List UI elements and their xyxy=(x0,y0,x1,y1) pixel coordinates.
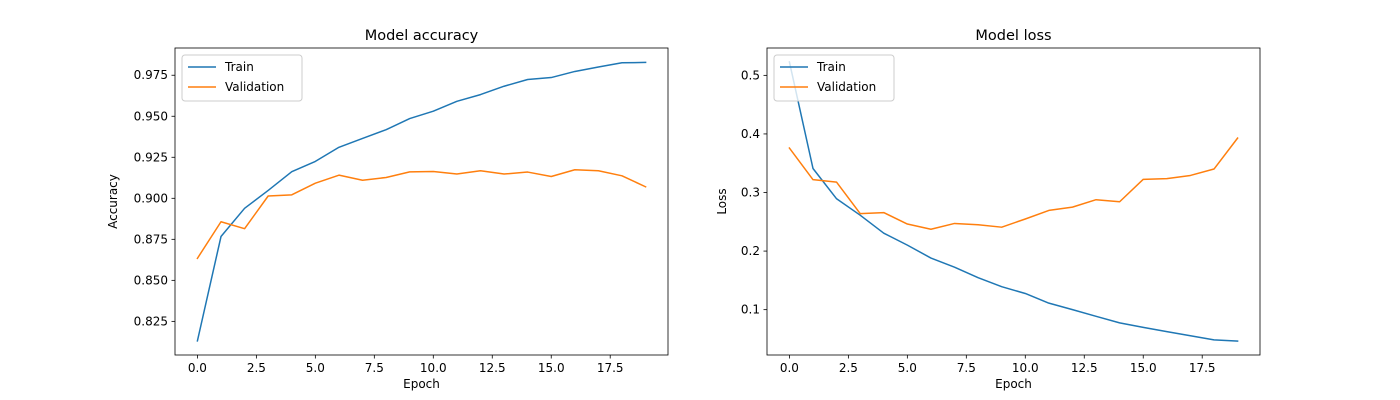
accuracy-x-tick-label: 2.5 xyxy=(247,361,266,375)
loss-chart: 0.0 2.5 5.0 7.5 10.0 12.5 15.0 17.5 0.1 0.2 0.3 0.4… xyxy=(715,28,1261,391)
accuracy-x-tick-label: 17.5 xyxy=(597,361,624,375)
accuracy-chart-title: Model accuracy xyxy=(365,28,479,44)
accuracy-x-tick-label: 15.0 xyxy=(538,361,565,375)
loss-x-tick-label: 5.0 xyxy=(898,361,917,375)
accuracy-y-tick-label: 0.925 xyxy=(134,150,168,164)
accuracy-x-tick-label: 0.0 xyxy=(188,361,207,375)
loss-y-tick-label: 0.4 xyxy=(741,127,760,141)
accuracy-x-tick-label: 10.0 xyxy=(420,361,447,375)
loss-legend: Train Validation xyxy=(773,54,895,102)
loss-x-tick-label: 0.0 xyxy=(780,361,799,375)
accuracy-x-axis-label: Epoch xyxy=(403,377,440,391)
accuracy-y-tick-label: 0.950 xyxy=(134,109,168,123)
loss-validation-line xyxy=(788,137,1239,230)
accuracy-x-tick-label: 12.5 xyxy=(479,361,506,375)
accuracy-y-tick-label: 0.875 xyxy=(134,232,168,246)
loss-chart-title: Model loss xyxy=(975,28,1051,44)
accuracy-chart: 0.0 2.5 5.0 7.5 10.0 12.5 15.0 17.5 0.825 0.850 0.… xyxy=(106,28,669,391)
accuracy-axes-frame xyxy=(174,47,669,356)
loss-y-axis-label: Loss xyxy=(715,188,729,214)
loss-train-line xyxy=(788,61,1239,342)
accuracy-series-group xyxy=(196,61,647,342)
accuracy-train-line xyxy=(196,61,647,342)
loss-x-tick-label: 10.0 xyxy=(1012,361,1039,375)
accuracy-x-tick-label: 7.5 xyxy=(365,361,384,375)
loss-series-group xyxy=(788,61,1239,342)
loss-x-tick-label: 2.5 xyxy=(839,361,858,375)
loss-y-tick-label: 0.5 xyxy=(741,68,760,82)
loss-y-tick-label: 0.2 xyxy=(741,244,760,258)
accuracy-y-axis-label: Accuracy xyxy=(106,174,120,229)
loss-x-tick-label: 7.5 xyxy=(957,361,976,375)
loss-y-tick-label: 0.3 xyxy=(741,186,760,200)
accuracy-y-tick-label: 0.850 xyxy=(134,273,168,287)
accuracy-legend: Train Validation xyxy=(181,54,303,102)
loss-legend-train-label: Train xyxy=(816,60,846,74)
loss-x-axis-label: Epoch xyxy=(995,377,1032,391)
loss-axes-frame xyxy=(766,47,1261,356)
accuracy-legend-train-label: Train xyxy=(224,60,254,74)
accuracy-y-tick-label: 0.975 xyxy=(134,68,168,82)
accuracy-y-tick-label: 0.825 xyxy=(134,314,168,328)
accuracy-validation-line xyxy=(196,169,647,260)
accuracy-y-tick-label: 0.900 xyxy=(134,191,168,205)
accuracy-x-tick-label: 5.0 xyxy=(306,361,325,375)
loss-x-tick-label: 17.5 xyxy=(1189,361,1216,375)
loss-x-tick-label: 15.0 xyxy=(1130,361,1157,375)
loss-legend-validation-label: Validation xyxy=(817,80,876,94)
loss-y-tick-label: 0.1 xyxy=(741,303,760,317)
loss-x-tick-label: 12.5 xyxy=(1071,361,1098,375)
accuracy-legend-validation-label: Validation xyxy=(225,80,284,94)
